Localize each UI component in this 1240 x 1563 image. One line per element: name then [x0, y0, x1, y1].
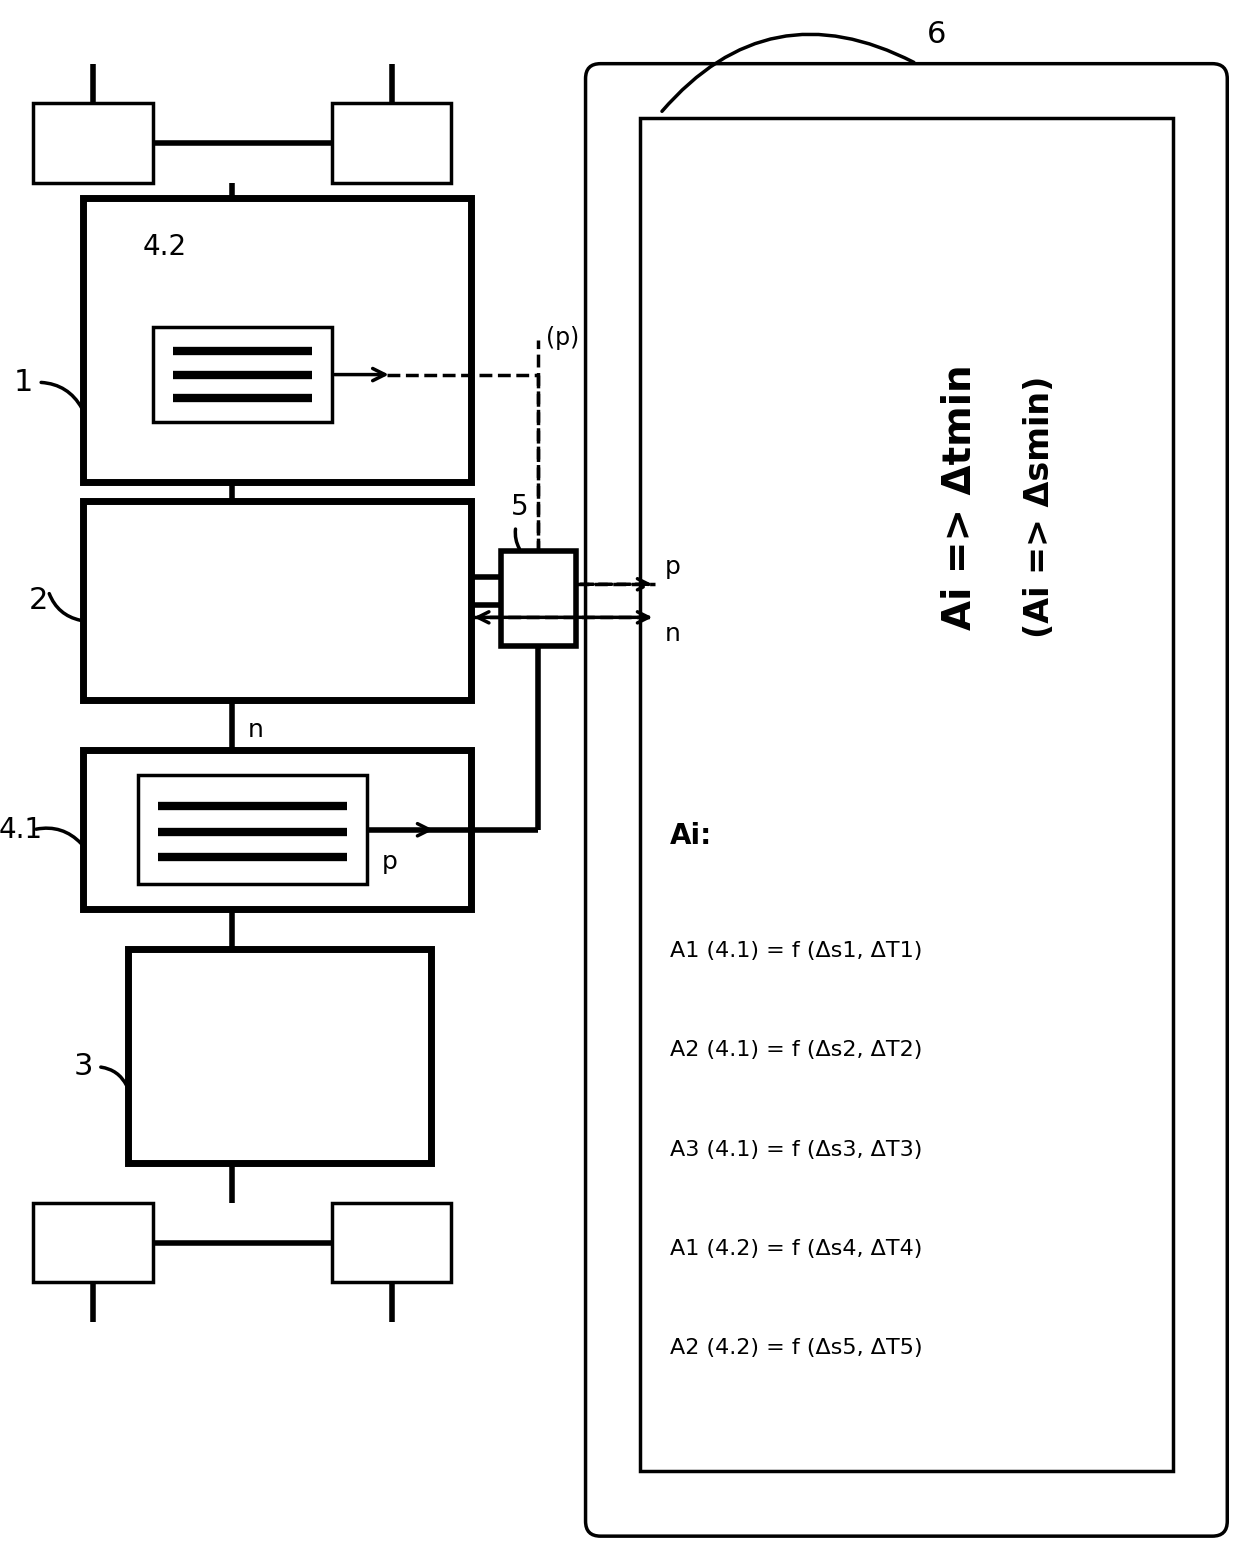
Bar — [33, 103, 153, 183]
Bar — [83, 502, 471, 700]
Text: Ai => Δtmin: Ai => Δtmin — [941, 364, 978, 630]
Text: Ai:: Ai: — [670, 822, 712, 850]
Text: (Ai => Δsmin): (Ai => Δsmin) — [1023, 377, 1055, 638]
Text: n: n — [247, 719, 263, 742]
Text: 6: 6 — [926, 20, 946, 48]
Text: A2 (4.1) = f (Δs2, ΔT2): A2 (4.1) = f (Δs2, ΔT2) — [670, 1041, 923, 1060]
Text: 1: 1 — [14, 367, 32, 397]
Bar — [501, 552, 575, 646]
Bar — [332, 103, 451, 183]
Bar — [128, 949, 432, 1163]
Text: p: p — [382, 850, 398, 874]
Text: A2 (4.2) = f (Δs5, ΔT5): A2 (4.2) = f (Δs5, ΔT5) — [670, 1338, 923, 1358]
Bar — [138, 775, 367, 885]
Text: 4.1: 4.1 — [0, 816, 42, 844]
Bar — [83, 750, 471, 910]
Bar — [33, 1204, 153, 1282]
Text: 5: 5 — [511, 494, 528, 522]
Bar — [153, 327, 332, 422]
Text: p: p — [665, 555, 681, 580]
Bar — [332, 1204, 451, 1282]
Bar — [640, 119, 1173, 1471]
Text: A1 (4.2) = f (Δs4, ΔT4): A1 (4.2) = f (Δs4, ΔT4) — [670, 1239, 923, 1258]
Text: n: n — [665, 622, 681, 647]
Text: (p): (p) — [547, 325, 579, 350]
Text: 2: 2 — [29, 586, 48, 616]
Text: A1 (4.1) = f (Δs1, ΔT1): A1 (4.1) = f (Δs1, ΔT1) — [670, 941, 923, 961]
FancyBboxPatch shape — [585, 64, 1228, 1536]
Text: 4.2: 4.2 — [143, 233, 187, 261]
Text: 3: 3 — [73, 1052, 93, 1082]
Bar — [83, 199, 471, 481]
Text: A3 (4.1) = f (Δs3, ΔT3): A3 (4.1) = f (Δs3, ΔT3) — [670, 1139, 923, 1160]
